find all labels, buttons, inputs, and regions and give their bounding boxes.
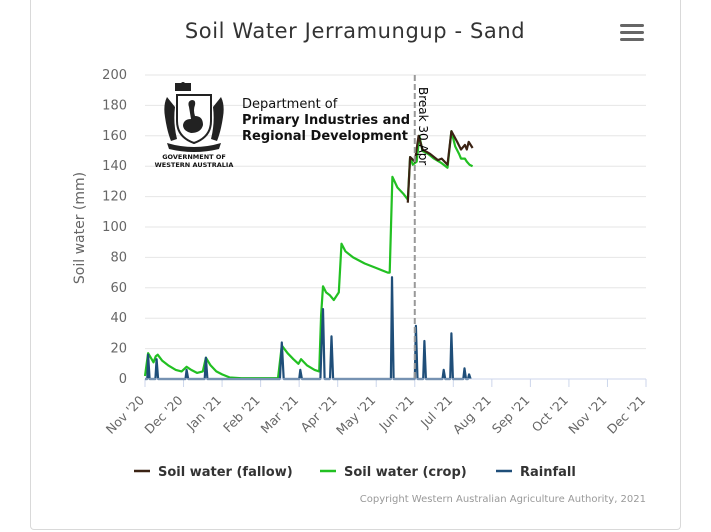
break-plot-line-label: Break 30 Apr <box>416 87 430 165</box>
y-axis-title: Soil water (mm) <box>72 172 88 284</box>
x-tick-label: Oct '21 <box>529 393 571 435</box>
y-tick-label: 40 <box>110 311 127 326</box>
credits[interactable]: Copyright Western Australian Agriculture… <box>360 494 646 505</box>
x-tick-label: Sep '21 <box>489 393 533 437</box>
govt-line-2: WESTERN AUSTRALIA <box>155 161 234 169</box>
menu-bar <box>620 31 644 34</box>
y-tick-label: 100 <box>102 220 127 235</box>
x-tick-label: Nov '21 <box>565 393 609 437</box>
x-tick-label: Nov '20 <box>103 392 147 436</box>
chart-title: Soil Water Jerramungup - Sand <box>185 19 525 43</box>
x-tick-label: Feb '21 <box>220 393 263 436</box>
y-tick-label: 80 <box>110 250 127 265</box>
y-tick-label: 180 <box>102 98 127 113</box>
menu-bar <box>620 24 644 27</box>
x-tick-label: Aug '21 <box>450 393 494 437</box>
legend-item-rainfall[interactable]: Rainfall <box>496 465 576 480</box>
x-tick-label: May '21 <box>333 393 378 438</box>
series-line-soil-water-fallow[interactable] <box>406 130 474 203</box>
y-tick-label: 0 <box>119 372 127 387</box>
legend-item-soil-water-crop[interactable]: Soil water (crop) <box>320 465 467 480</box>
coat-of-arms-icon <box>164 82 224 152</box>
legend-label: Rainfall <box>520 465 576 480</box>
x-tick-label: Jan '21 <box>183 393 224 434</box>
dpird-logo: GOVERNMENT OF WESTERN AUSTRALIA Departme… <box>155 82 410 169</box>
y-tick-label: 60 <box>110 281 127 296</box>
x-tick-label: Jun '21 <box>375 393 417 435</box>
chart-container <box>30 0 681 530</box>
series-line-soil-water-crop[interactable] <box>143 130 474 380</box>
x-tick-label: Mar '21 <box>258 393 302 437</box>
menu-bar <box>620 38 644 41</box>
y-tick-label: 160 <box>102 129 127 144</box>
legend-item-soil-water-fallow[interactable]: Soil water (fallow) <box>134 465 293 480</box>
x-tick-label: Dec '20 <box>141 392 185 436</box>
legend-label: Soil water (fallow) <box>158 465 293 480</box>
dept-line-3: Regional Development <box>242 129 408 144</box>
series-line-rainfall[interactable] <box>145 276 472 381</box>
dept-line-2: Primary Industries and <box>242 113 410 128</box>
y-tick-label: 200 <box>102 68 127 83</box>
dept-line-1: Department of <box>242 97 338 112</box>
y-tick-label: 120 <box>102 190 127 205</box>
govt-line-1: GOVERNMENT OF <box>162 153 226 161</box>
hamburger-menu-icon[interactable] <box>620 24 644 44</box>
x-tick-label: Dec '21 <box>604 393 648 437</box>
y-tick-label: 20 <box>110 342 127 357</box>
legend: Soil water (fallow) Soil water (crop) Rain… <box>134 465 576 480</box>
y-tick-label: 140 <box>102 159 127 174</box>
legend-label: Soil water (crop) <box>344 465 467 480</box>
